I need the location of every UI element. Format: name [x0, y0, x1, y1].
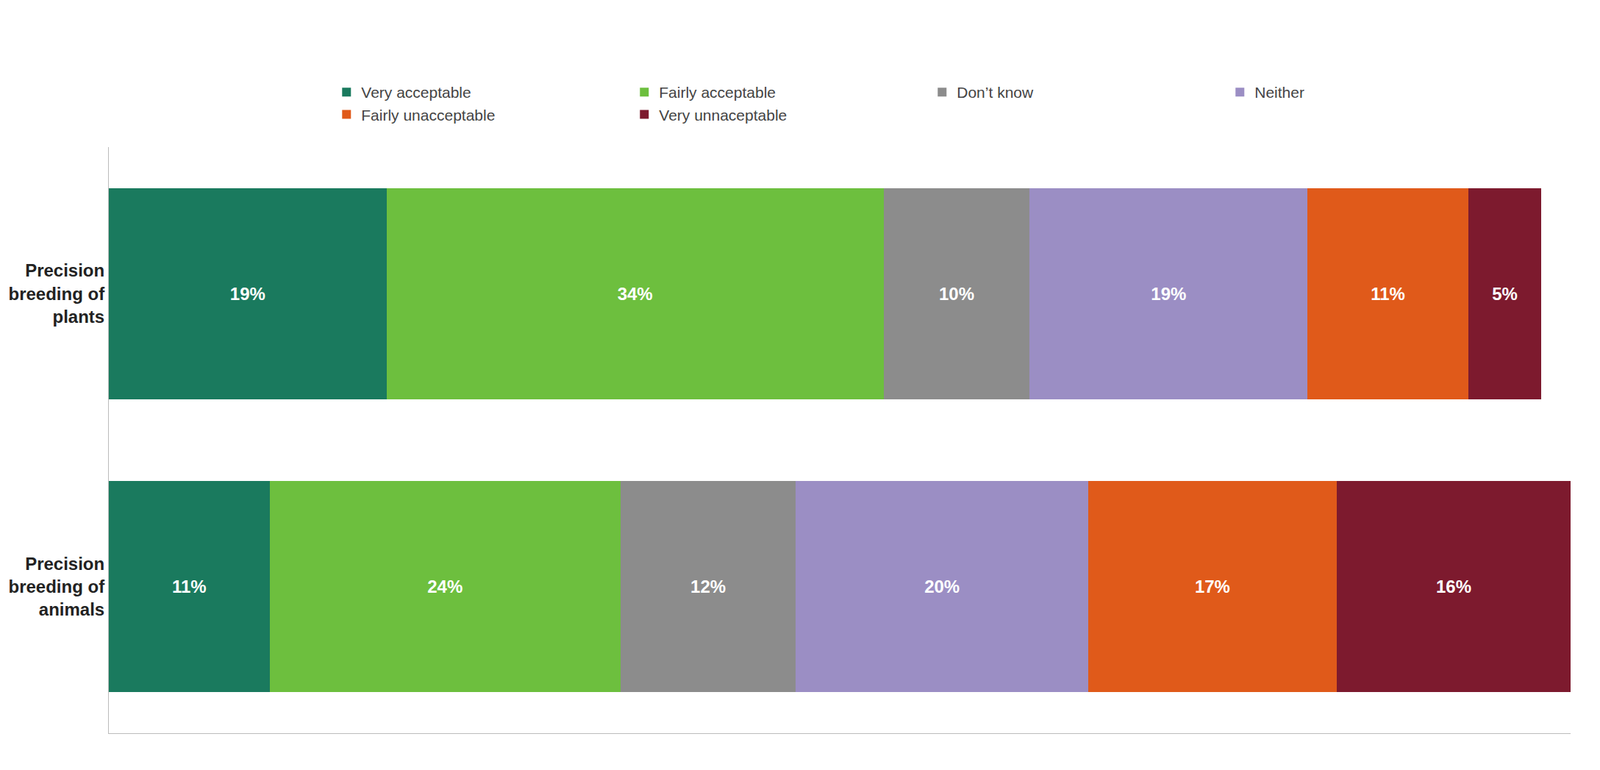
svg-text:19%: 19% — [1150, 283, 1187, 304]
svg-text:19%: 19% — [230, 283, 266, 304]
svg-text:Precisionbreeding ofplants: Precisionbreeding ofplants — [8, 260, 106, 326]
svg-text:24%: 24% — [427, 576, 463, 597]
svg-text:Very unnaceptable: Very unnaceptable — [658, 106, 787, 124]
svg-text:Fairly unacceptable: Fairly unacceptable — [361, 106, 495, 124]
svg-text:10%: 10% — [938, 283, 975, 304]
svg-text:17%: 17% — [1194, 576, 1231, 597]
svg-text:34%: 34% — [617, 283, 653, 304]
svg-text:11%: 11% — [172, 576, 207, 597]
svg-text:Fairly acceptable: Fairly acceptable — [658, 83, 776, 101]
svg-text:Neither: Neither — [1254, 83, 1305, 101]
svg-text:Very acceptable: Very acceptable — [361, 83, 471, 101]
svg-text:20%: 20% — [924, 576, 960, 597]
svg-text:5%: 5% — [1491, 283, 1518, 304]
svg-text:11%: 11% — [1370, 283, 1406, 304]
svg-text:Precisionbreeding ofanimals: Precisionbreeding ofanimals — [8, 553, 106, 620]
svg-text:Don’t know: Don’t know — [956, 83, 1034, 101]
svg-text:16%: 16% — [1436, 576, 1472, 597]
svg-text:12%: 12% — [690, 576, 726, 597]
